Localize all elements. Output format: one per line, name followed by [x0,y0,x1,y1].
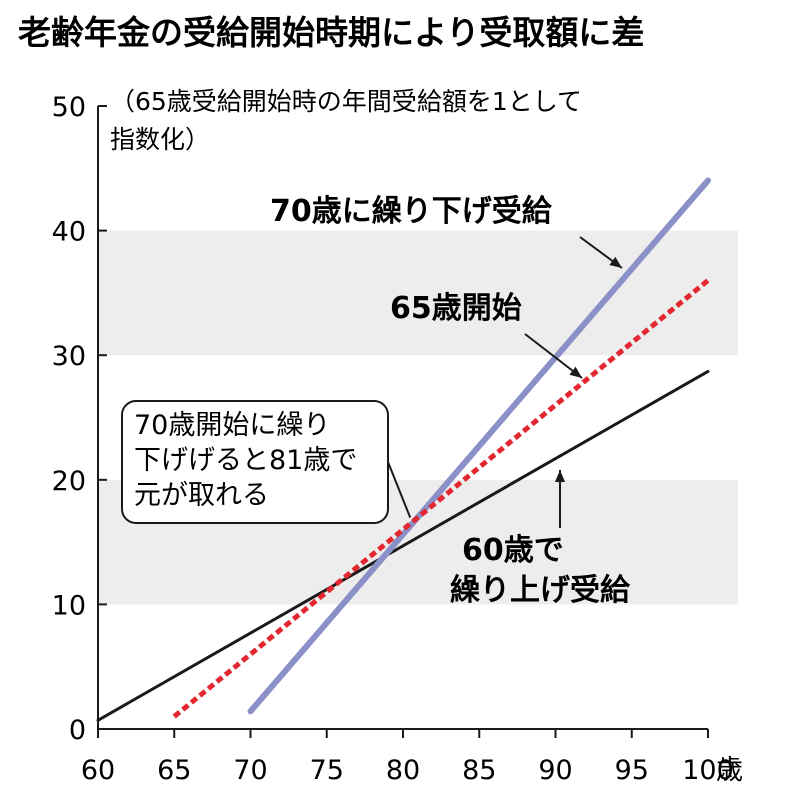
series-line-70 [247,177,711,715]
series-label-0-0: 60歳で [462,533,564,568]
y-tick-labels: 0 10 20 30 40 50 [52,92,86,746]
x-tick-label: 95 [615,755,649,786]
y-tick-label: 0 [69,715,86,746]
x-tick-label: 65 [157,755,191,786]
axes [97,105,709,738]
series-line-65 [172,278,710,719]
series-label-1-0: 65歳開始 [390,291,522,326]
x-unit-label: 歳 [716,755,743,786]
callout-line-0: 70歳開始に繰り [134,410,330,441]
y-tick-label: 50 [52,92,86,123]
chart-note-line-2: 指数化） [110,125,210,154]
chart-title: 老齢年金の受給開始時期により受取額に差 [18,13,644,52]
shaded-bands [98,230,738,605]
x-tick-label: 100 [682,755,734,786]
y-tick-label: 20 [52,466,86,497]
series-label-0-1: 繰り上げ受給 [450,573,631,608]
x-tick-label: 70 [233,755,267,786]
x-tick-label: 90 [538,755,572,786]
x-tick-label: 80 [386,755,420,786]
callout-line-2: 元が取れる [134,480,269,511]
shaded-band-1 [98,230,738,356]
label-pointers [524,236,623,528]
series-line-60 [96,369,710,722]
x-tick-label: 75 [310,755,344,786]
x-tick-label: 60 [81,755,115,786]
y-tick-label: 30 [52,341,86,372]
y-tick-label: 10 [52,590,86,621]
y-tick-label: 40 [52,217,86,248]
callout-line-1: 下げげると81歳で [134,445,357,476]
series-lines [96,177,711,722]
pointer-70 [579,236,623,269]
x-tick-label: 85 [462,755,496,786]
x-tick-labels: 60 65 70 75 80 85 90 95 100 [81,755,734,786]
callout-leader [387,461,412,519]
chart-note-line-1: （65歳受給開始時の年間受給額を1として [110,87,582,116]
series-label-2-0: 70歳に繰り下げ受給 [270,194,553,229]
pointer-65 [524,333,583,379]
pointer-60 [554,470,566,528]
